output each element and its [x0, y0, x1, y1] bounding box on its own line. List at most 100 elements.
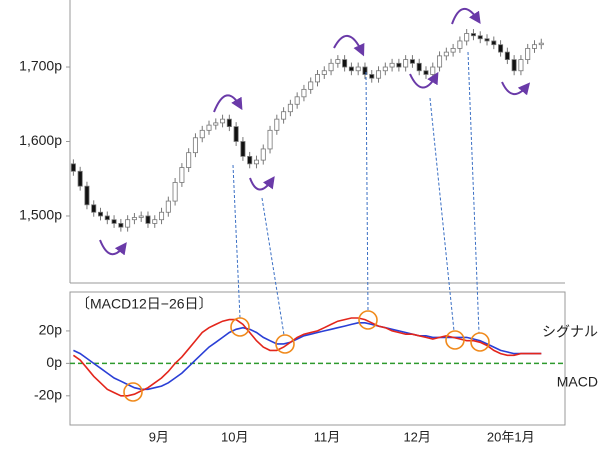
candle-body — [335, 59, 341, 64]
cross-marker — [470, 332, 490, 352]
x-tick-label: 12月 — [403, 429, 430, 444]
candle-body — [247, 155, 253, 165]
trend-arrow — [501, 81, 531, 96]
candle-body — [240, 141, 246, 157]
candle-body — [213, 122, 219, 126]
candle-body — [91, 204, 97, 213]
annotations — [99, 8, 531, 402]
cross-marker — [230, 317, 250, 337]
legend-label: MACD — [557, 374, 598, 390]
candle-body — [389, 62, 395, 68]
candle-body — [342, 59, 348, 68]
candle-body — [362, 66, 368, 75]
candle-body — [192, 137, 198, 154]
candle-body — [125, 219, 131, 228]
y-tick-label: 0p — [46, 354, 62, 370]
candle-body — [464, 33, 470, 42]
candle-body — [443, 51, 449, 57]
trend-arrow — [99, 239, 127, 256]
series-line — [72, 317, 542, 397]
candle-body — [430, 66, 436, 75]
candle-body — [314, 74, 321, 83]
candle-body — [84, 185, 90, 206]
candle-body — [145, 215, 151, 224]
candle-body — [348, 66, 354, 72]
cross-marker — [445, 330, 465, 350]
connector — [261, 197, 285, 336]
candle-body — [382, 66, 388, 72]
legend-label: シグナル — [542, 324, 598, 340]
candle-body — [457, 40, 463, 49]
candle-body — [77, 170, 83, 187]
candle-body — [131, 217, 137, 221]
candle-body — [321, 70, 327, 75]
candle-body — [498, 44, 504, 53]
candle-body — [470, 33, 476, 37]
candle-body — [287, 103, 293, 113]
plot: 1,500p 1,600p 1,700p -20p 0p 20p シグナル MACD 9月 10月… — [19, 29, 598, 444]
candle-body — [159, 211, 165, 221]
trend-arrow — [409, 71, 439, 89]
candle-body — [165, 200, 171, 213]
candle-body — [260, 148, 266, 161]
y-tick-label: 1,500p — [19, 207, 62, 223]
x-tick-label: 9月 — [149, 429, 169, 444]
cross-marker — [123, 382, 143, 402]
candle-body — [511, 59, 517, 72]
y-tick-label: -20p — [34, 387, 62, 403]
candle-body — [308, 81, 314, 90]
candle-body — [138, 215, 144, 218]
candle-body — [355, 66, 361, 72]
candle-body — [172, 182, 178, 202]
candle-body — [409, 59, 415, 64]
candle-body — [525, 48, 531, 60]
candle-body — [504, 51, 510, 60]
candle-body — [98, 211, 104, 217]
candle-body — [294, 96, 300, 105]
candle-body — [423, 70, 429, 75]
candle-body — [226, 118, 232, 128]
candle-body — [369, 74, 375, 79]
candle-body — [396, 62, 402, 68]
candle-body — [301, 88, 307, 98]
candle-body — [186, 152, 192, 168]
candle-body — [484, 38, 490, 42]
trend-arrow — [249, 176, 275, 191]
candle-body — [531, 44, 537, 49]
y-tick-label: 1,600p — [19, 132, 62, 148]
candle-body — [518, 59, 524, 72]
candle-body — [477, 35, 483, 40]
x-tick-label: 10月 — [221, 429, 248, 444]
candle-body — [220, 118, 226, 124]
trend-arrow — [213, 94, 243, 113]
candle-body — [267, 129, 273, 150]
x-tick-label: 20年1月 — [487, 429, 535, 444]
candle-body — [253, 159, 259, 165]
candle-body — [152, 219, 158, 224]
cross-marker — [275, 334, 295, 354]
macd-frame — [69, 291, 566, 426]
candle-body — [104, 215, 110, 221]
candle-body — [118, 223, 124, 228]
macd-title: 〔MACD12日−26日〕 — [76, 296, 213, 312]
candle-body — [281, 111, 287, 120]
candle-body — [70, 163, 76, 172]
trend-arrow — [333, 35, 365, 57]
x-tick-label: 11月 — [314, 429, 341, 444]
connector — [467, 51, 480, 334]
candle-body — [111, 219, 117, 224]
candle-body — [233, 126, 239, 142]
candle-body — [538, 42, 544, 46]
candle-body — [274, 118, 280, 131]
candle-body — [491, 40, 497, 46]
candle-body — [328, 62, 334, 72]
connector — [232, 164, 241, 319]
candle-body — [416, 62, 422, 72]
candle-body — [179, 167, 185, 183]
connector — [429, 97, 455, 332]
candle-body — [403, 59, 409, 68]
y-tick-label: 20p — [39, 322, 63, 338]
connector — [365, 71, 369, 312]
candle-body — [376, 70, 382, 79]
